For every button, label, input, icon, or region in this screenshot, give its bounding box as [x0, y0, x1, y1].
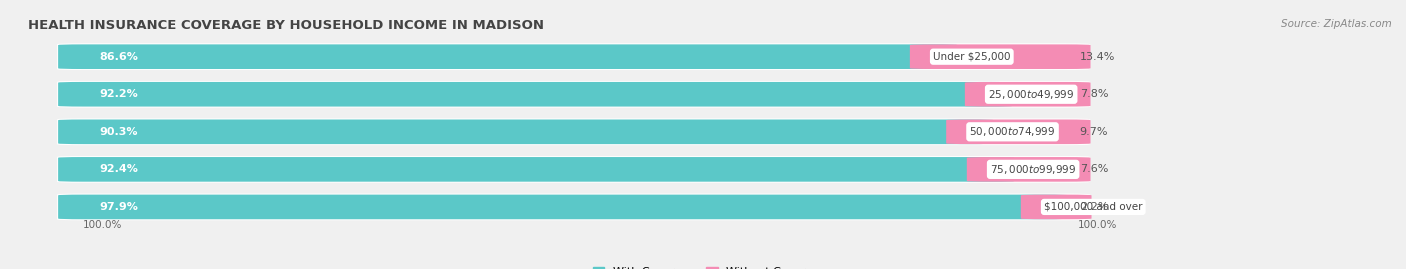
Text: 86.6%: 86.6% [98, 52, 138, 62]
FancyBboxPatch shape [946, 119, 1091, 144]
FancyBboxPatch shape [58, 157, 1015, 182]
FancyBboxPatch shape [58, 82, 1090, 107]
Text: 7.6%: 7.6% [1080, 164, 1108, 174]
Text: 13.4%: 13.4% [1080, 52, 1115, 62]
Text: 92.2%: 92.2% [98, 89, 138, 99]
Text: 97.9%: 97.9% [98, 202, 138, 212]
Text: 9.7%: 9.7% [1080, 127, 1108, 137]
FancyBboxPatch shape [910, 44, 1091, 69]
FancyBboxPatch shape [967, 157, 1091, 182]
FancyBboxPatch shape [58, 44, 957, 69]
Text: HEALTH INSURANCE COVERAGE BY HOUSEHOLD INCOME IN MADISON: HEALTH INSURANCE COVERAGE BY HOUSEHOLD I… [28, 19, 544, 32]
Text: 92.4%: 92.4% [98, 164, 138, 174]
Text: $75,000 to $99,999: $75,000 to $99,999 [990, 163, 1077, 176]
Text: $50,000 to $74,999: $50,000 to $74,999 [969, 125, 1056, 138]
Legend: With Coverage, Without Coverage: With Coverage, Without Coverage [589, 262, 831, 269]
FancyBboxPatch shape [965, 82, 1091, 107]
FancyBboxPatch shape [58, 157, 1090, 182]
FancyBboxPatch shape [58, 82, 1012, 107]
Text: Source: ZipAtlas.com: Source: ZipAtlas.com [1281, 19, 1392, 29]
Text: 2.2%: 2.2% [1081, 202, 1109, 212]
FancyBboxPatch shape [1021, 194, 1091, 219]
FancyBboxPatch shape [58, 194, 1069, 219]
Text: 7.8%: 7.8% [1080, 89, 1108, 99]
FancyBboxPatch shape [58, 119, 1090, 144]
FancyBboxPatch shape [58, 44, 1090, 69]
Text: 100.0%: 100.0% [83, 220, 122, 230]
Text: 100.0%: 100.0% [1078, 220, 1118, 230]
FancyBboxPatch shape [58, 194, 1090, 219]
Text: $100,000 and over: $100,000 and over [1045, 202, 1143, 212]
FancyBboxPatch shape [58, 119, 994, 144]
Text: Under $25,000: Under $25,000 [934, 52, 1011, 62]
Text: $25,000 to $49,999: $25,000 to $49,999 [988, 88, 1074, 101]
Text: 90.3%: 90.3% [98, 127, 138, 137]
